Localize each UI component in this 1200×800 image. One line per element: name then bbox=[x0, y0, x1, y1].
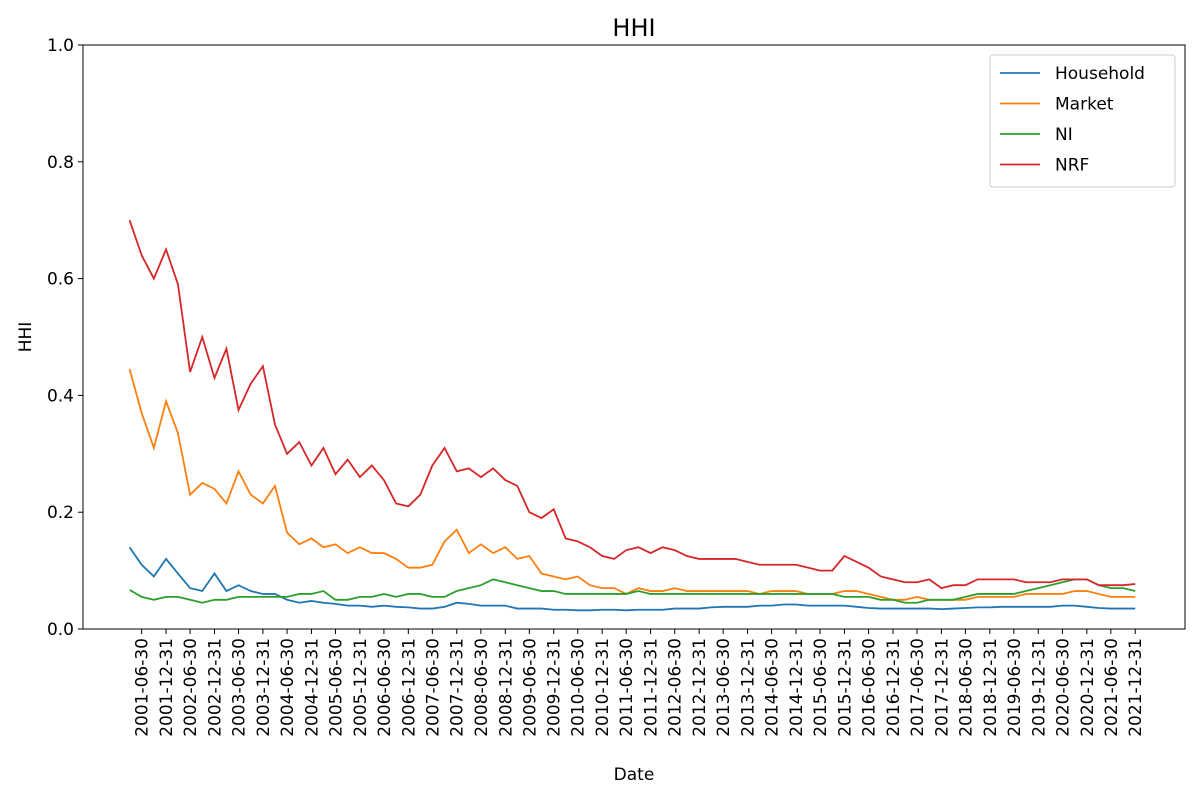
plot-area bbox=[82, 44, 1186, 630]
x-tick-label: 2006-06-30 bbox=[375, 638, 395, 737]
x-tick-label: 2017-06-30 bbox=[908, 638, 928, 737]
x-tick-label: 2019-06-30 bbox=[1005, 638, 1025, 737]
x-tick-label: 2013-06-30 bbox=[714, 638, 734, 737]
x-tick-label: 2015-06-30 bbox=[811, 638, 831, 737]
x-tick-label: 2007-06-30 bbox=[423, 638, 443, 737]
x-tick-label: 2014-12-31 bbox=[787, 638, 807, 737]
x-tick-label: 2019-12-31 bbox=[1029, 638, 1049, 737]
y-tick-label: 0.2 bbox=[47, 503, 74, 523]
chart-title: HHI bbox=[612, 14, 655, 42]
y-axis-label: HHI bbox=[16, 322, 36, 353]
x-tick-label: 2010-06-30 bbox=[569, 638, 589, 737]
x-tick-label: 2003-12-31 bbox=[254, 638, 274, 737]
legend-label: Market bbox=[1055, 95, 1114, 115]
legend: Household Market NI NRF bbox=[989, 54, 1176, 188]
x-tick-label: 2021-12-31 bbox=[1126, 638, 1146, 737]
x-tick-label: 2002-12-31 bbox=[205, 638, 225, 737]
x-tick-label: 2003-06-30 bbox=[229, 638, 249, 737]
x-tick-label: 2011-06-30 bbox=[617, 638, 637, 737]
x-axis-label: Date bbox=[614, 765, 655, 785]
legend-label: NRF bbox=[1055, 156, 1089, 176]
x-tick-label: 2002-06-30 bbox=[181, 638, 201, 737]
y-tick-label: 0.0 bbox=[47, 620, 74, 640]
x-tick-label: 2016-06-30 bbox=[860, 638, 880, 737]
series-line bbox=[128, 546, 1136, 612]
x-tick-label: 2020-12-31 bbox=[1078, 638, 1098, 737]
legend-box bbox=[989, 54, 1176, 188]
series-line bbox=[128, 219, 1136, 590]
x-tick-label: 2004-12-31 bbox=[302, 638, 322, 737]
x-tick-label: 2009-12-31 bbox=[545, 638, 565, 737]
x-tick-label: 2004-06-30 bbox=[278, 638, 298, 737]
x-tick-label: 2005-06-30 bbox=[326, 638, 346, 737]
x-tick-label: 2014-06-30 bbox=[763, 638, 783, 737]
y-tick-label: 0.8 bbox=[47, 153, 74, 173]
x-tick-label: 2010-12-31 bbox=[593, 638, 613, 737]
y-tick-label: 0.6 bbox=[47, 270, 74, 290]
x-tick-label: 2001-12-31 bbox=[157, 638, 177, 737]
x-tick-label: 2018-06-30 bbox=[956, 638, 976, 737]
x-tick-label: 2005-12-31 bbox=[351, 638, 371, 737]
x-tick-label: 2006-12-31 bbox=[399, 638, 419, 737]
x-tick-label: 2017-12-31 bbox=[932, 638, 952, 737]
x-tick-label: 2015-12-31 bbox=[835, 638, 855, 737]
x-tick-label: 2016-12-31 bbox=[884, 638, 904, 737]
series-line bbox=[128, 368, 1136, 601]
x-tick-label: 2009-06-30 bbox=[520, 638, 540, 737]
x-tick-label: 2011-12-31 bbox=[642, 638, 662, 737]
y-tick-label: 1.0 bbox=[47, 36, 74, 56]
x-tick-label: 2020-06-30 bbox=[1053, 638, 1073, 737]
x-tick-label: 2021-06-30 bbox=[1102, 638, 1122, 737]
x-tick-label: 2018-12-31 bbox=[981, 638, 1001, 737]
x-tick-label: 2008-06-30 bbox=[472, 638, 492, 737]
x-tick-label: 2007-12-31 bbox=[448, 638, 468, 737]
x-tick-label: 2008-12-31 bbox=[496, 638, 516, 737]
x-tick-label: 2012-12-31 bbox=[690, 638, 710, 737]
x-tick-label: 2001-06-30 bbox=[133, 638, 153, 737]
x-tick-label: 2012-06-30 bbox=[666, 638, 686, 737]
legend-label: Household bbox=[1055, 64, 1145, 84]
x-tick-label: 2013-12-31 bbox=[739, 638, 759, 737]
series-line bbox=[129, 578, 1136, 604]
y-tick-label: 0.4 bbox=[47, 386, 74, 406]
legend-label: NI bbox=[1055, 125, 1073, 145]
